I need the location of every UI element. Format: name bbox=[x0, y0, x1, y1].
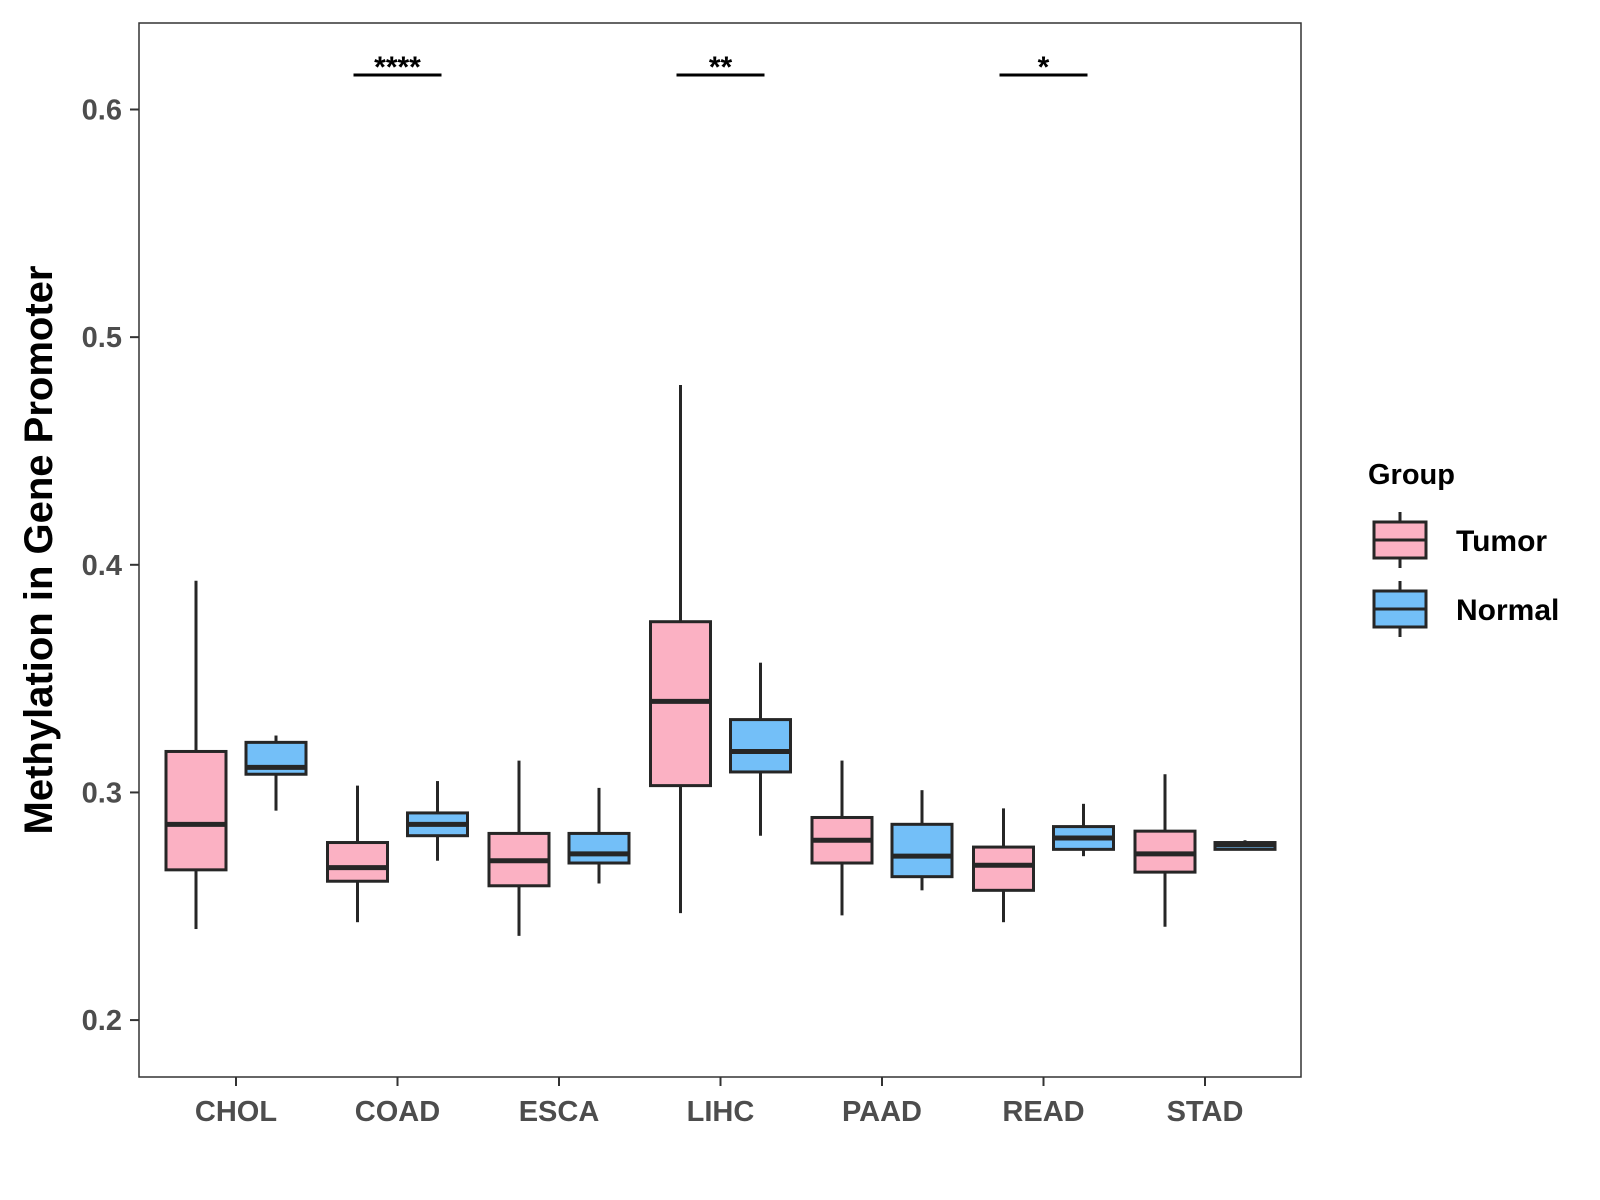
box-normal-stad bbox=[1213, 840, 1277, 851]
legend: Group Tumor Normal bbox=[1368, 459, 1559, 637]
x-tick-label: LIHC bbox=[687, 1096, 755, 1128]
box-tumor-lihc bbox=[649, 384, 712, 914]
x-tick-label: PAAD bbox=[842, 1096, 922, 1128]
boxes-layer bbox=[164, 384, 1277, 936]
box-iqr bbox=[890, 822, 954, 879]
box-tumor-paad bbox=[810, 760, 874, 916]
x-tick-label: READ bbox=[1002, 1096, 1084, 1128]
y-axis: 0.2 0.3 0.4 0.5 0.6 bbox=[82, 95, 139, 1037]
box-normal-lihc bbox=[729, 662, 792, 836]
box-normal-coad bbox=[406, 781, 469, 861]
y-tick-label: 0.4 bbox=[82, 550, 122, 582]
box-iqr bbox=[972, 845, 1035, 892]
y-tick-label: 0.5 bbox=[82, 322, 122, 354]
box-tumor-esca bbox=[487, 760, 551, 936]
legend-label-tumor: Tumor bbox=[1456, 525, 1547, 558]
box-tumor-read bbox=[972, 808, 1035, 923]
significance-label: * bbox=[1038, 51, 1050, 84]
box-iqr bbox=[567, 831, 631, 865]
significance-layer: **** ** * bbox=[353, 51, 1088, 84]
plot-panel-border bbox=[138, 22, 1302, 1078]
y-tick-label: 0.2 bbox=[82, 1005, 122, 1037]
box-normal-read bbox=[1052, 803, 1115, 857]
significance-label: **** bbox=[374, 51, 421, 84]
box-normal-esca bbox=[567, 787, 631, 884]
box-iqr bbox=[164, 749, 228, 872]
x-axis: CHOL COAD ESCA LIHC PAAD READ STAD bbox=[195, 1077, 1243, 1128]
box-tumor-coad bbox=[326, 785, 389, 923]
x-tick-label: COAD bbox=[355, 1096, 440, 1128]
box-iqr bbox=[729, 718, 792, 774]
y-tick-label: 0.3 bbox=[82, 777, 122, 809]
box-iqr bbox=[326, 841, 389, 883]
box-tumor-chol bbox=[164, 580, 228, 930]
x-tick-label: CHOL bbox=[195, 1096, 277, 1128]
legend-title: Group bbox=[1368, 459, 1455, 491]
box-normal-paad bbox=[890, 790, 954, 891]
x-tick-label: ESCA bbox=[519, 1096, 600, 1128]
significance-label: ** bbox=[709, 51, 733, 84]
box-normal-chol bbox=[244, 735, 308, 811]
y-axis-title: Methylation in Gene Promoter bbox=[17, 266, 61, 835]
x-tick-label: STAD bbox=[1167, 1096, 1244, 1128]
y-tick-label: 0.6 bbox=[82, 95, 122, 127]
box-tumor-stad bbox=[1133, 774, 1197, 927]
legend-label-normal: Normal bbox=[1456, 594, 1559, 627]
